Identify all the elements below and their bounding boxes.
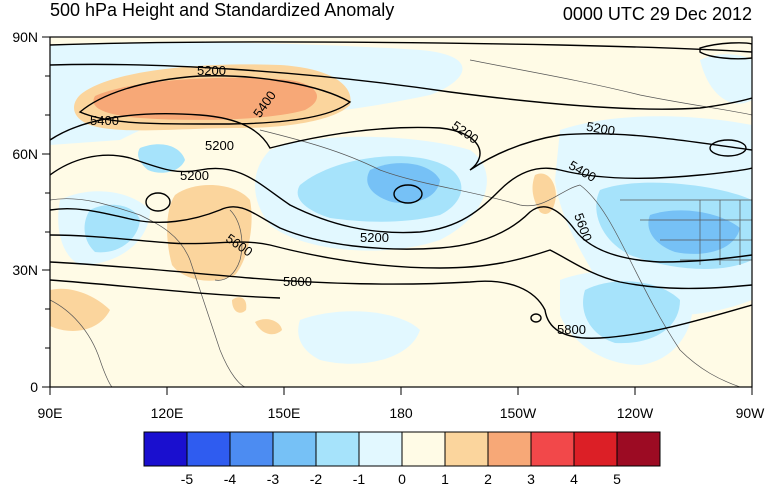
neg-anom-wpacific bbox=[298, 311, 420, 364]
lat-labels: 90N 60N 30N 0 bbox=[12, 29, 38, 395]
height-contours bbox=[50, 41, 752, 339]
lat-label: 30N bbox=[12, 262, 38, 278]
us-state-lines bbox=[620, 199, 752, 261]
coastline-namerica bbox=[579, 184, 741, 387]
coastline-india bbox=[50, 299, 113, 387]
coastline-asia bbox=[50, 198, 246, 387]
contour-5400-closed bbox=[78, 75, 352, 125]
colorbar-label: 4 bbox=[570, 471, 578, 487]
contour-5100 bbox=[50, 63, 752, 110]
colorbar-label: -2 bbox=[310, 471, 323, 487]
contour-5000 bbox=[50, 41, 752, 53]
coastlines bbox=[50, 59, 752, 387]
contour-low-mongolia bbox=[145, 192, 171, 212]
neg2-anom-asia bbox=[84, 204, 140, 253]
colorbar-swatch bbox=[358, 431, 403, 467]
colorbar-swatch bbox=[229, 431, 274, 467]
colorbar-label: 1 bbox=[441, 471, 449, 487]
contour-low-siberia bbox=[393, 184, 423, 204]
contour-label: 5800 bbox=[557, 322, 586, 337]
contour-low-canada bbox=[709, 139, 747, 157]
contour-5600 bbox=[50, 206, 752, 263]
colorbar-label: -1 bbox=[353, 471, 366, 487]
coastline-siberia bbox=[259, 129, 581, 207]
lat-label: 0 bbox=[30, 379, 38, 395]
lon-label: 150W bbox=[500, 405, 537, 421]
lon-label: 90E bbox=[38, 405, 63, 421]
colorbar-label: -5 bbox=[181, 471, 194, 487]
contour-label: 5200 bbox=[360, 230, 389, 245]
contour-5400 bbox=[50, 154, 752, 234]
colorbar-swatch bbox=[530, 431, 575, 467]
lon-label: 120E bbox=[151, 405, 184, 421]
colorbar bbox=[143, 431, 661, 467]
lat-ticks bbox=[42, 36, 50, 388]
valid-time: 0000 UTC 29 Dec 2012 bbox=[562, 4, 752, 24]
contour-label: 5200 bbox=[585, 119, 616, 139]
colorbar-label: 2 bbox=[484, 471, 492, 487]
contour-label: 5800 bbox=[283, 274, 312, 289]
contour-high-arctic bbox=[699, 42, 752, 60]
pos-anom-pacific1 bbox=[255, 319, 282, 335]
colorbar-swatch bbox=[143, 431, 188, 467]
contour-label: 5200 bbox=[205, 138, 234, 153]
colorbar-swatch bbox=[272, 431, 317, 467]
colorbar-labels: -5 -4 -3 -2 -1 0 1 2 3 4 5 bbox=[181, 471, 621, 487]
colorbar-swatch bbox=[186, 431, 231, 467]
colorbar-swatch bbox=[487, 431, 532, 467]
contour-5200 bbox=[50, 113, 752, 171]
contour-label: 5200 bbox=[197, 63, 226, 78]
contour-5850 bbox=[50, 279, 281, 299]
anomaly-shading bbox=[50, 37, 752, 387]
us-state-lines-vertical bbox=[699, 200, 741, 265]
contour-label: 5200 bbox=[180, 168, 209, 183]
pos-anom-gulf-alaska bbox=[532, 173, 556, 215]
colorbar-swatch bbox=[444, 431, 489, 467]
neg3-anom-namerica bbox=[648, 210, 740, 254]
colorbar-label: -4 bbox=[224, 471, 237, 487]
contour-5700 bbox=[50, 234, 752, 290]
colorbar-swatch bbox=[616, 431, 661, 467]
coastline-arctic bbox=[469, 59, 752, 116]
colorbar-swatch bbox=[573, 431, 618, 467]
lon-label: 150E bbox=[268, 405, 301, 421]
neg2-anom-mongolia bbox=[138, 144, 185, 173]
map-title: 500 hPa Height and Standardized Anomaly bbox=[50, 0, 395, 20]
colorbar-label: 0 bbox=[398, 471, 406, 487]
pos-anom-india bbox=[50, 288, 110, 331]
lon-ticks bbox=[49, 387, 753, 395]
pos2-anom-arctic bbox=[93, 77, 317, 120]
colorbar-swatch bbox=[401, 431, 446, 467]
lat-label: 60N bbox=[12, 146, 38, 162]
neg-anom-arctic bbox=[700, 54, 752, 104]
lat-label: 90N bbox=[12, 29, 38, 45]
neg2-anom-epacific bbox=[583, 281, 680, 344]
coastline-japan bbox=[214, 209, 243, 281]
contour-small-pacific bbox=[530, 313, 542, 323]
lon-label: 90W bbox=[736, 405, 766, 421]
colorbar-label: 5 bbox=[613, 471, 621, 487]
lon-label: 120W bbox=[617, 405, 654, 421]
colorbar-swatch bbox=[315, 431, 360, 467]
pos-anom-japan bbox=[167, 184, 252, 281]
contour-5800 bbox=[50, 261, 752, 339]
colorbar-label: 3 bbox=[527, 471, 535, 487]
colorbar-label: -3 bbox=[267, 471, 280, 487]
lon-label: 180 bbox=[389, 405, 413, 421]
contour-label: 5400 bbox=[90, 113, 119, 128]
lon-labels: 90E 120E 150E 180 150W 120W 90W bbox=[38, 405, 766, 421]
pos-anom-pacific2 bbox=[232, 297, 247, 313]
